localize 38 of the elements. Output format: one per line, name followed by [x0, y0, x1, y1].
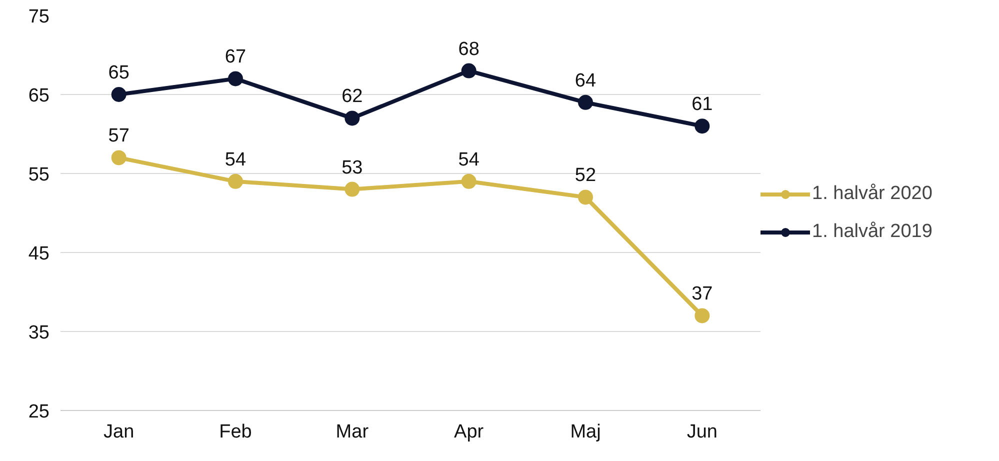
x-tick-label: Mar — [336, 422, 370, 442]
x-tick-label: Jan — [104, 422, 134, 442]
data-label: 68 — [458, 38, 480, 60]
data-label: 54 — [224, 149, 246, 170]
data-label: 65 — [108, 62, 130, 84]
data-label: 64 — [574, 70, 596, 92]
point — [228, 71, 243, 86]
x-tick-label: Maj — [570, 422, 601, 442]
point — [578, 94, 593, 110]
x-tick-label: Apr — [454, 422, 484, 442]
point — [578, 190, 593, 205]
y-tick-label: 55 — [28, 164, 50, 186]
y-tick-label: 35 — [28, 322, 50, 344]
legend-label: 1. halvår 2020 — [812, 182, 932, 204]
y-tick-label: 65 — [28, 86, 50, 106]
data-label: 52 — [574, 165, 596, 186]
data-label: 62 — [342, 86, 363, 108]
data-label: 57 — [108, 126, 130, 147]
y-tick-label: 75 — [28, 6, 50, 28]
data-label: 54 — [458, 149, 480, 170]
point — [694, 118, 710, 134]
legend-label: 1. halvår 2019 — [812, 220, 932, 242]
data-label: 61 — [692, 94, 713, 116]
data-label: 37 — [692, 284, 713, 305]
point — [461, 174, 476, 189]
point — [344, 110, 360, 126]
point — [461, 63, 476, 78]
data-label: 67 — [224, 46, 246, 68]
x-tick-label: Jun — [686, 422, 718, 442]
y-tick-label: 45 — [28, 244, 50, 264]
point — [111, 87, 126, 102]
point — [694, 308, 710, 324]
point — [111, 150, 126, 166]
point — [228, 174, 243, 189]
data-label: 53 — [342, 157, 363, 178]
y-tick-label: 25 — [28, 402, 50, 422]
point — [344, 182, 360, 197]
x-tick-label: Feb — [219, 422, 252, 442]
